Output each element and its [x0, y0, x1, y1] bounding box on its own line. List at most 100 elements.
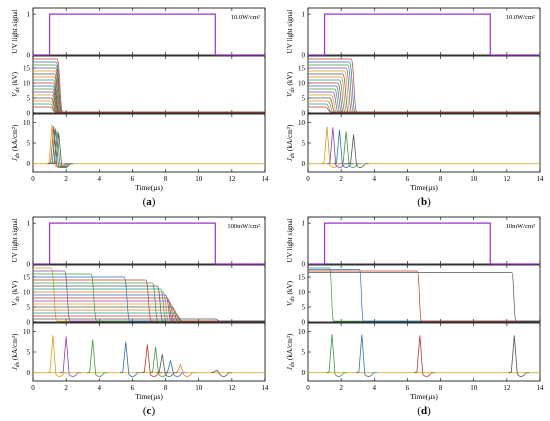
intensity-label: 10.0W/cm² — [231, 14, 260, 21]
subplot-uv: 0 1 UV light signal 100mW/cm² — [11, 216, 266, 269]
current-pulse-1 — [46, 335, 68, 377]
y-axis-label: UV light signal — [286, 218, 294, 262]
voltage-series-18 — [33, 318, 265, 322]
y-axis-label: Jds (kA/cm²) — [11, 333, 21, 370]
y-axis-label: Vds (kV) — [11, 280, 21, 306]
y-tick-label: 15 — [298, 65, 306, 73]
current-pulse-2 — [60, 336, 82, 377]
y-tick-label: 5 — [302, 349, 306, 357]
current-pulse-1 — [326, 334, 347, 377]
intensity-label: 10.0W/cm² — [506, 14, 535, 21]
x-tick-label: 0 — [306, 175, 310, 183]
current-pulse-8 — [164, 360, 186, 377]
x-axis-label: Time(µs) — [135, 183, 163, 192]
y-tick-label: 0 — [27, 319, 31, 327]
voltage-series-16 — [33, 312, 265, 322]
y-tick-label: 10 — [23, 328, 31, 336]
plot-frame — [32, 7, 266, 56]
x-tick-label: 6 — [131, 175, 135, 183]
plot-frame — [32, 216, 266, 265]
y-axis-label: Vds (kV) — [11, 71, 21, 97]
panel-label: (b) — [417, 196, 431, 208]
voltage-series-1 — [308, 267, 540, 322]
x-axis-label: Time(µs) — [410, 392, 438, 401]
y-axis-label: Jds (kA/cm²) — [286, 124, 296, 161]
voltage-series-12 — [33, 300, 265, 322]
intensity-label: 100mW/cm² — [227, 223, 260, 230]
voltage-series-14 — [33, 306, 265, 322]
uv-pulse-line — [33, 13, 265, 56]
panel-label: (d) — [417, 405, 431, 417]
uv-pulse-line — [308, 222, 540, 265]
subplot-uv: 0 1 UV light signal 10.0W/cm² — [286, 7, 541, 60]
plot-frame — [307, 264, 541, 323]
y-tick-label: 1 — [302, 220, 306, 228]
x-tick-label: 14 — [537, 175, 545, 183]
x-tick-label: 12 — [503, 384, 511, 392]
x-tick-label: 10 — [470, 384, 478, 392]
x-tick-label: 2 — [339, 384, 343, 392]
plot-frame — [307, 216, 541, 265]
y-tick-label: 10 — [298, 80, 306, 88]
subplot-uv: 0 1 UV light signal 10.0W/cm² — [11, 7, 266, 60]
y-tick-label: 15 — [23, 65, 31, 73]
y-tick-label: 0 — [302, 369, 306, 377]
y-tick-label: 10 — [23, 289, 31, 297]
y-tick-label: 0 — [302, 319, 306, 327]
x-tick-label: 8 — [164, 175, 168, 183]
x-tick-label: 2 — [64, 175, 68, 183]
x-tick-label: 8 — [439, 384, 443, 392]
x-tick-label: 4 — [373, 175, 377, 183]
x-axis-label: Time(µs) — [410, 183, 438, 192]
current-pulse-5 — [347, 134, 369, 168]
panel-label: (a) — [143, 196, 156, 208]
plot-frame — [307, 322, 541, 382]
y-tick-label: 1 — [27, 220, 31, 228]
x-tick-label: 8 — [439, 175, 443, 183]
current-pulse-4 — [119, 341, 141, 377]
plot-frame — [32, 113, 266, 173]
y-tick-label: 5 — [27, 349, 31, 357]
x-tick-label: 10 — [470, 175, 478, 183]
intensity-label: 10mW/cm² — [506, 223, 535, 230]
voltage-series-3 — [308, 270, 540, 322]
y-tick-label: 10 — [23, 80, 31, 88]
x-tick-label: 0 — [31, 175, 35, 183]
current-pulse-10 — [211, 369, 232, 377]
current-pulse-2 — [326, 127, 348, 168]
x-tick-label: 10 — [195, 384, 203, 392]
panel-label: (c) — [143, 405, 156, 417]
y-tick-label: 5 — [27, 304, 31, 312]
x-tick-label: 14 — [262, 175, 270, 183]
uv-pulse-line — [308, 13, 540, 56]
voltage-series-4 — [308, 272, 540, 322]
x-tick-label: 0 — [306, 384, 310, 392]
current-pulse-6 — [149, 346, 171, 377]
y-tick-label: 5 — [302, 140, 306, 148]
y-tick-label: 0 — [302, 52, 306, 60]
x-tick-label: 8 — [164, 384, 168, 392]
x-tick-label: 14 — [537, 384, 545, 392]
x-tick-label: 6 — [406, 384, 410, 392]
y-tick-label: 0 — [27, 369, 31, 377]
x-tick-label: 12 — [228, 384, 236, 392]
y-tick-label: 5 — [27, 95, 31, 103]
y-tick-label: 0 — [27, 52, 31, 60]
x-tick-label: 4 — [98, 175, 102, 183]
x-tick-label: 14 — [262, 384, 270, 392]
y-tick-label: 0 — [302, 160, 306, 168]
x-tick-label: 6 — [131, 384, 135, 392]
y-tick-label: 1 — [302, 11, 306, 19]
plot-frame — [307, 113, 541, 173]
y-tick-label: 0 — [27, 261, 31, 269]
voltage-series-8 — [33, 288, 265, 322]
y-tick-label: 5 — [27, 140, 31, 148]
voltage-series-17 — [33, 106, 265, 113]
y-axis-label: Vds (kV) — [286, 71, 296, 97]
y-tick-label: 0 — [302, 261, 306, 269]
current-pulse-5 — [52, 132, 74, 168]
